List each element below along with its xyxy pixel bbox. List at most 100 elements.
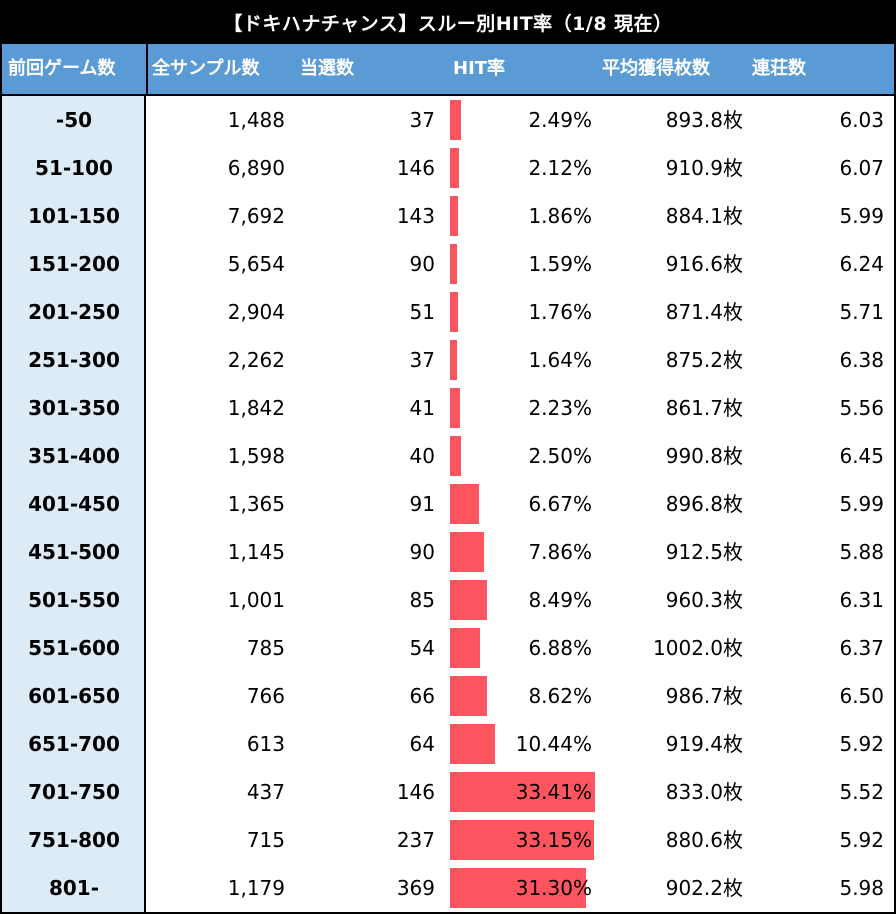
- range-cell: 601-650: [28, 684, 120, 708]
- range-cell: 501-550: [28, 588, 120, 612]
- streak-cell: 5.52: [839, 780, 884, 804]
- streak-cell: 5.99: [839, 492, 884, 516]
- avg-medals-cell: 902.2枚: [665, 876, 743, 900]
- table-row: 151-200 5,654 90 1.59% 916.6枚 6.24: [2, 240, 894, 288]
- streak-cell: 5.99: [839, 204, 884, 228]
- samples-cell: 613: [246, 732, 285, 756]
- avg-medals-cell: 990.8枚: [665, 444, 743, 468]
- hit-rate-bar: [450, 676, 488, 716]
- avg-medals-cell: 916.6枚: [665, 252, 743, 276]
- samples-cell: 1,001: [227, 588, 285, 612]
- samples-cell: 437: [246, 780, 285, 804]
- streak-cell: 5.98: [839, 876, 884, 900]
- hit-rate-bar: [450, 628, 480, 668]
- hits-cell: 41: [409, 396, 435, 420]
- hit-rate-bar: [450, 292, 458, 332]
- header-divider: [146, 44, 148, 94]
- range-cell: 751-800: [28, 828, 120, 852]
- rate-cell: 8.62%: [528, 684, 592, 708]
- samples-cell: 1,842: [227, 396, 285, 420]
- hits-cell: 64: [409, 732, 435, 756]
- hits-cell: 369: [396, 876, 435, 900]
- table-title: 【ドキハナチャンス】スルー別HIT率（1/8 現在）: [0, 0, 896, 44]
- range-cell: 251-300: [28, 348, 120, 372]
- avg-medals-cell: 1002.0枚: [653, 636, 743, 660]
- samples-cell: 7,692: [227, 204, 285, 228]
- range-cell: 101-150: [28, 204, 120, 228]
- streak-cell: 5.71: [839, 300, 884, 324]
- samples-cell: 715: [246, 828, 285, 852]
- hits-cell: 40: [409, 444, 435, 468]
- table-row: 651-700 613 64 10.44% 919.4枚 5.92: [2, 720, 894, 768]
- samples-cell: 2,262: [227, 348, 285, 372]
- table-row: 251-300 2,262 37 1.64% 875.2枚 6.38: [2, 336, 894, 384]
- streak-cell: 5.56: [839, 396, 884, 420]
- samples-cell: 766: [246, 684, 285, 708]
- streak-cell: 6.24: [839, 252, 884, 276]
- avg-medals-cell: 893.8枚: [665, 108, 743, 132]
- hits-cell: 37: [409, 108, 435, 132]
- range-column-background: [2, 96, 146, 912]
- streak-cell: 6.38: [839, 348, 884, 372]
- hits-cell: 146: [396, 780, 435, 804]
- hits-cell: 51: [409, 300, 435, 324]
- range-cell: 551-600: [28, 636, 120, 660]
- avg-medals-cell: 884.1枚: [665, 204, 743, 228]
- streak-cell: 6.07: [839, 156, 884, 180]
- rate-cell: 6.67%: [528, 492, 592, 516]
- table-row: 601-650 766 66 8.62% 986.7枚 6.50: [2, 672, 894, 720]
- rate-cell: 7.86%: [528, 540, 592, 564]
- range-cell: 401-450: [28, 492, 120, 516]
- streak-cell: 6.03: [839, 108, 884, 132]
- range-cell: 301-350: [28, 396, 120, 420]
- hits-cell: 146: [396, 156, 435, 180]
- avg-medals-cell: 871.4枚: [665, 300, 743, 324]
- header-rate: HIT率: [453, 58, 506, 79]
- samples-cell: 5,654: [227, 252, 285, 276]
- samples-cell: 2,904: [227, 300, 285, 324]
- rate-cell: 1.86%: [528, 204, 592, 228]
- hits-cell: 90: [409, 252, 435, 276]
- samples-cell: 1,179: [227, 876, 285, 900]
- table-row: 201-250 2,904 51 1.76% 871.4枚 5.71: [2, 288, 894, 336]
- table-row: 301-350 1,842 41 2.23% 861.7枚 5.56: [2, 384, 894, 432]
- avg-medals-cell: 960.3枚: [665, 588, 743, 612]
- header-hits: 当選数: [300, 58, 354, 79]
- hit-rate-bar: [450, 340, 458, 380]
- samples-cell: 6,890: [227, 156, 285, 180]
- range-cell: 701-750: [28, 780, 120, 804]
- streak-cell: 6.31: [839, 588, 884, 612]
- avg-medals-cell: 896.8枚: [665, 492, 743, 516]
- samples-cell: 785: [246, 636, 285, 660]
- streak-cell: 5.92: [839, 732, 884, 756]
- rate-cell: 31.30%: [515, 876, 592, 900]
- avg-medals-cell: 833.0枚: [665, 780, 743, 804]
- hit-rate-bar: [450, 388, 460, 428]
- table-row: 351-400 1,598 40 2.50% 990.8枚 6.45: [2, 432, 894, 480]
- rate-cell: 2.50%: [528, 444, 592, 468]
- header-row: 前回ゲーム数 全サンプル数 当選数 HIT率 平均獲得枚数 連荘数: [2, 44, 894, 96]
- hit-rate-bar: [450, 484, 479, 524]
- header-samples: 全サンプル数: [152, 58, 260, 79]
- avg-medals-cell: 861.7枚: [665, 396, 743, 420]
- range-cell: 451-500: [28, 540, 120, 564]
- samples-cell: 1,488: [227, 108, 285, 132]
- range-cell: 801-: [48, 876, 100, 900]
- avg-medals-cell: 912.5枚: [665, 540, 743, 564]
- streak-cell: 6.45: [839, 444, 884, 468]
- table-row: 451-500 1,145 90 7.86% 912.5枚 5.88: [2, 528, 894, 576]
- hit-rate-bar: [450, 244, 457, 284]
- table-row: 751-800 715 237 33.15% 880.6枚 5.92: [2, 816, 894, 864]
- samples-cell: 1,598: [227, 444, 285, 468]
- rate-cell: 6.88%: [528, 636, 592, 660]
- avg-medals-cell: 875.2枚: [665, 348, 743, 372]
- rate-cell: 1.59%: [528, 252, 592, 276]
- table-row: 401-450 1,365 91 6.67% 896.8枚 5.99: [2, 480, 894, 528]
- table-row: 551-600 785 54 6.88% 1002.0枚 6.37: [2, 624, 894, 672]
- avg-medals-cell: 919.4枚: [665, 732, 743, 756]
- avg-medals-cell: 986.7枚: [665, 684, 743, 708]
- rate-cell: 8.49%: [528, 588, 592, 612]
- hit-rate-bar: [450, 820, 594, 860]
- avg-medals-cell: 880.6枚: [665, 828, 743, 852]
- table-row: 101-150 7,692 143 1.86% 884.1枚 5.99: [2, 192, 894, 240]
